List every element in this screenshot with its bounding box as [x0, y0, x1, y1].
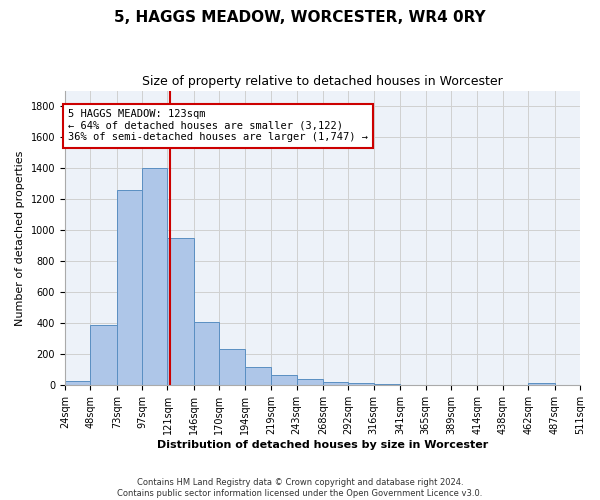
Bar: [374, 384, 400, 386]
Bar: [323, 382, 349, 386]
Bar: [245, 366, 271, 386]
Bar: [528, 383, 554, 386]
Y-axis label: Number of detached properties: Number of detached properties: [15, 150, 25, 326]
X-axis label: Distribution of detached houses by size in Worcester: Distribution of detached houses by size …: [157, 440, 488, 450]
Text: Contains HM Land Registry data © Crown copyright and database right 2024.
Contai: Contains HM Land Registry data © Crown c…: [118, 478, 482, 498]
Bar: [167, 238, 194, 386]
Bar: [400, 384, 425, 386]
Text: 5 HAGGS MEADOW: 123sqm
← 64% of detached houses are smaller (3,122)
36% of semi-: 5 HAGGS MEADOW: 123sqm ← 64% of detached…: [68, 109, 368, 142]
Bar: [142, 168, 167, 386]
Bar: [90, 325, 117, 386]
Bar: [220, 349, 245, 386]
Bar: [194, 322, 220, 386]
Bar: [296, 379, 323, 386]
Text: 5, HAGGS MEADOW, WORCESTER, WR4 0RY: 5, HAGGS MEADOW, WORCESTER, WR4 0RY: [114, 10, 486, 25]
Bar: [349, 383, 374, 386]
Title: Size of property relative to detached houses in Worcester: Size of property relative to detached ho…: [142, 75, 503, 88]
Bar: [65, 382, 90, 386]
Bar: [117, 190, 142, 386]
Bar: [271, 376, 296, 386]
